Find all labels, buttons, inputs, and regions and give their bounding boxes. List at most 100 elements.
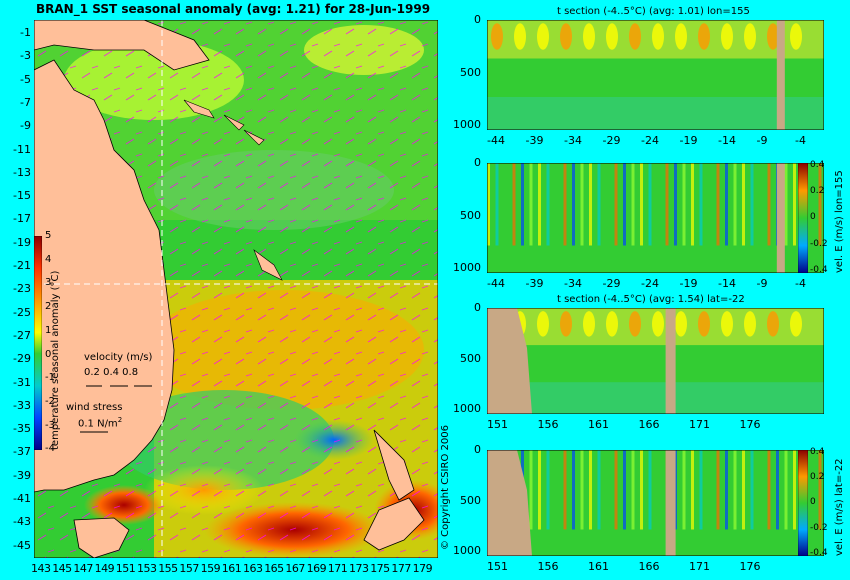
panel-x-tick: -44: [487, 277, 505, 290]
map-title: BRAN_1 SST seasonal anomaly (avg: 1.21) …: [36, 2, 431, 16]
map-y-tick: -45: [13, 538, 31, 552]
wind-stress-arrow: [80, 431, 108, 433]
panel-x-tick: -14: [718, 134, 736, 147]
section-panel[interactable]: [487, 450, 824, 556]
map-x-tick: 153: [137, 562, 157, 575]
map-x-tick: 171: [327, 562, 348, 575]
panel-x-tick: -29: [602, 277, 621, 290]
panel-x-tick: -9: [756, 134, 768, 147]
panel-y-tick: 0: [474, 301, 481, 314]
velocity-colorbar-tick: -0.2: [810, 238, 828, 249]
velocity-colorbar-tick: 0.2: [810, 472, 825, 483]
solomon-islands: [183, 99, 265, 146]
map-y-tick: -29: [13, 352, 31, 366]
velocity-colorbar-tick: -0.2: [810, 522, 828, 533]
panel-x-tick: -24: [641, 277, 659, 290]
map-x-tick: 175: [370, 562, 390, 575]
panel-x-tick: -9: [756, 277, 768, 290]
new-caledonia: [253, 249, 283, 281]
colorbar-tick: -3: [45, 419, 55, 431]
velocity-colorbar-tick: 0.4: [810, 447, 825, 457]
panel-x-tick: 151: [487, 418, 508, 431]
panel-y-tick: 1000: [453, 117, 481, 131]
panel-x-tick: 176: [739, 418, 761, 431]
panel-x-tick: -14: [718, 277, 736, 290]
map-x-tick: 155: [158, 562, 178, 575]
map-y-tick: -37: [13, 445, 31, 459]
map-y-tick: -5: [20, 72, 31, 86]
velocity-scale: 0.2 0.4 0.8: [84, 367, 139, 378]
colorbar-label: temperature seasonal anomaly (°C): [50, 270, 61, 450]
panel-x-tick: 171: [689, 560, 710, 573]
sst-anomaly-map[interactable]: [34, 20, 438, 558]
map-y-tick: -41: [13, 492, 31, 505]
panel-x-tick: 156: [537, 560, 559, 573]
colorbar-tick: 3: [45, 277, 52, 289]
map-y-tick: -33: [13, 398, 31, 412]
panel-x-tick: 166: [638, 418, 660, 431]
section-panel[interactable]: [487, 308, 824, 414]
map-x-tick: 173: [349, 562, 369, 575]
map-x-tick: 165: [264, 562, 284, 575]
panel-x-tick: -24: [641, 134, 659, 147]
map-x-tick: 169: [306, 562, 327, 575]
velocity-colorbar-tick: 0.2: [810, 186, 825, 197]
map-x-tick: 159: [200, 562, 221, 575]
map-x-tick: 157: [179, 562, 199, 575]
wind-stress-label: wind stress: [66, 402, 123, 413]
panel-x-tick: 161: [588, 418, 609, 431]
velocity-colorbar-tick: -0.4: [810, 547, 828, 558]
velocity-colorbar-tick: 0: [810, 212, 816, 223]
map-y-tick: -39: [13, 468, 31, 482]
map-x-tick: 161: [221, 562, 242, 575]
panel-x-tick: -29: [602, 134, 621, 147]
velocity-label: velocity (m/s): [84, 352, 153, 363]
panel-x-tick: -19: [679, 134, 698, 147]
panel-y-tick: 1000: [453, 543, 481, 557]
velocity-colorbar-tick: -0.4: [810, 264, 828, 275]
panel-x-tick: 151: [487, 560, 508, 573]
png-landmass: [34, 20, 210, 71]
panel-x-tick: 161: [588, 560, 609, 573]
velocity-colorbar: [798, 450, 808, 556]
velocity-colorbar: [798, 163, 808, 273]
panel-x-tick: -4: [795, 277, 806, 290]
panel-x-tick: 171: [689, 418, 710, 431]
map-y-tick: -7: [20, 95, 31, 109]
colorbar-tick: -1: [45, 372, 55, 384]
velocity-side-label: vel. E (m/s) lat=-22: [834, 458, 845, 556]
panel-y-tick: 0: [474, 443, 481, 456]
panel-y-tick: 500: [460, 351, 481, 365]
map-y-tick: -31: [13, 375, 31, 389]
panel-y-tick: 0: [474, 13, 481, 26]
colorbar-tick: 2: [45, 301, 52, 313]
map-y-tick: -23: [13, 282, 31, 296]
sst-colorbar: [34, 236, 42, 450]
map-y-tick: -25: [13, 305, 31, 319]
new-zealand-landmass: [363, 429, 425, 551]
velocity-scale-arrows: [86, 385, 152, 387]
wind-stress-scale: 0.1 N/m2: [78, 416, 123, 430]
map-y-tick: -35: [13, 422, 31, 436]
panel-x-tick: -39: [525, 134, 544, 147]
colorbar-tick: 1: [45, 324, 52, 336]
panel-y-tick: 500: [460, 65, 481, 79]
panel-x-tick: -34: [564, 277, 582, 290]
map-y-tick: -27: [13, 328, 31, 342]
panel-x-tick: -19: [679, 277, 698, 290]
panel-y-tick: 0: [474, 156, 481, 169]
map-x-tick: 145: [52, 562, 72, 575]
section-panel[interactable]: [487, 20, 824, 130]
panel-title: t section (-4..5°C) (avg: 1.01) lon=155: [557, 6, 750, 17]
map-y-tick: -15: [13, 189, 31, 203]
panel-x-tick: -44: [487, 134, 505, 147]
map-x-tick: 143: [31, 562, 51, 575]
section-panel[interactable]: [487, 163, 824, 273]
panel-y-tick: 1000: [453, 260, 481, 274]
map-y-tick: -19: [13, 235, 31, 249]
panel-x-tick: -39: [525, 277, 544, 290]
velocity-colorbar-tick: 0.4: [810, 160, 825, 170]
tasmania-landmass: [73, 517, 130, 558]
colorbar-tick: -2: [45, 395, 55, 407]
colorbar-tick: -4: [45, 443, 55, 455]
